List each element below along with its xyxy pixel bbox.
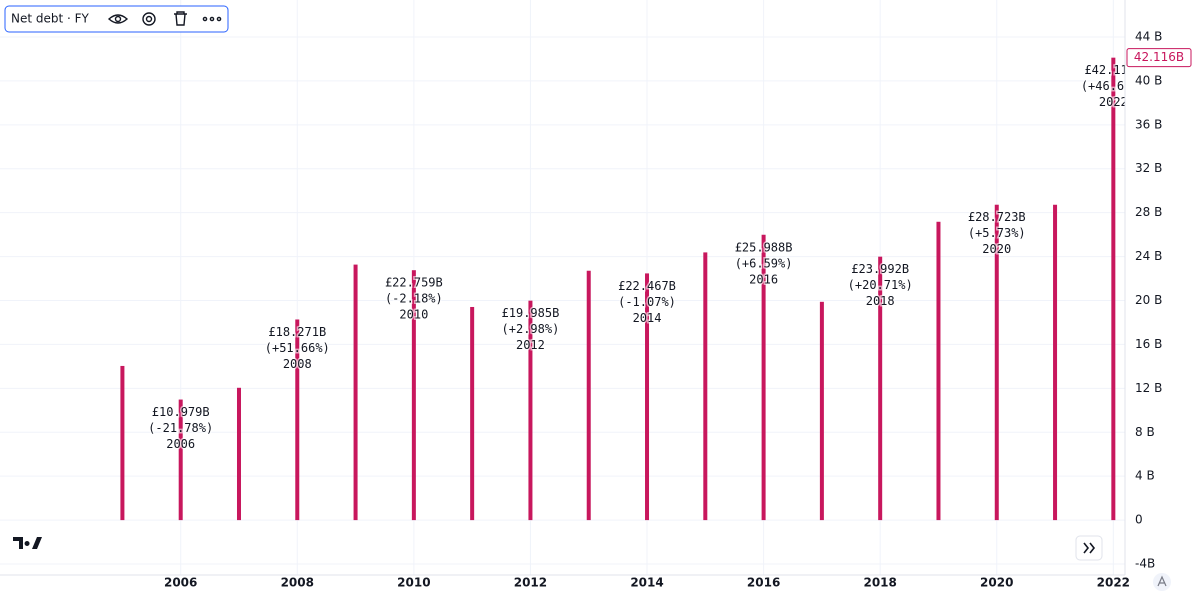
change-label: (-21.78%) — [148, 421, 213, 435]
x-tick-label: 2020 — [980, 576, 1013, 590]
bar — [703, 252, 708, 521]
date-label: 2010 — [399, 308, 428, 322]
y-tick-label: 0 — [1135, 513, 1143, 527]
bar — [586, 270, 591, 521]
y-tick-label: 4 B — [1135, 469, 1155, 483]
bar — [936, 221, 941, 521]
x-tick-label: 2022 — [1097, 576, 1130, 590]
value-label: £25.988B — [735, 240, 793, 254]
y-tick-label: 28 B — [1135, 205, 1162, 219]
bar — [120, 365, 125, 521]
change-label: (+6.59%) — [735, 256, 793, 270]
bar — [878, 256, 883, 521]
y-tick-label: 40 B — [1135, 73, 1162, 87]
auto-scale-button[interactable] — [1153, 573, 1171, 591]
bar — [1053, 204, 1058, 521]
bar — [295, 319, 300, 521]
x-tick-label: 2014 — [630, 576, 663, 590]
change-label: (-1.07%) — [618, 295, 676, 309]
value-label: £22.759B — [385, 276, 443, 290]
change-label: (-2.18%) — [385, 292, 443, 306]
x-tick-label: 2006 — [164, 576, 197, 590]
date-label: 2022 — [1099, 95, 1128, 109]
date-label: 2014 — [633, 311, 662, 325]
date-label: 2006 — [166, 437, 195, 451]
last-value-label: 42.116B — [1134, 50, 1184, 64]
date-label: 2012 — [516, 338, 545, 352]
change-label: (+2.98%) — [502, 322, 560, 336]
bar — [470, 306, 475, 521]
bar — [528, 300, 533, 521]
value-label: £22.467B — [618, 279, 676, 293]
bars — [120, 57, 1116, 521]
legend-box[interactable] — [4, 5, 229, 33]
value-label: £42.116B — [1084, 63, 1142, 77]
y-tick-label: 36 B — [1135, 117, 1162, 131]
legend-icons[interactable] — [107, 11, 222, 26]
y-tick-label: 8 B — [1135, 425, 1155, 439]
bar — [178, 399, 183, 521]
x-tick-label: 2008 — [281, 576, 314, 590]
change-label: (+51.66%) — [265, 341, 330, 355]
annotations: £10.979B (-21.78%) 2006 £18.271B (+51.66%) 20… — [147, 62, 1146, 453]
date-label: 2018 — [866, 294, 895, 308]
auto-scale-icon — [1157, 575, 1167, 587]
date-label: 2020 — [982, 242, 1011, 256]
bar — [236, 387, 241, 521]
x-tick-label: 2012 — [514, 576, 547, 590]
scroll-icon — [1083, 542, 1096, 554]
chart-title: Net debt · FY — [11, 12, 90, 26]
date-label: 2008 — [283, 357, 312, 371]
bar — [761, 234, 766, 521]
bar — [353, 264, 358, 521]
bar — [819, 301, 824, 521]
date-label: 2016 — [749, 272, 778, 286]
value-label: £28.723B — [968, 210, 1026, 224]
change-label: (+20.71%) — [848, 278, 913, 292]
y-tick-label: 24 B — [1135, 249, 1162, 263]
value-label: £23.992B — [851, 262, 909, 276]
last-value-box — [1126, 48, 1192, 68]
value-label: £10.979B — [152, 405, 210, 419]
bar — [645, 273, 650, 521]
y-tick-label: 12 B — [1135, 381, 1162, 395]
y-tick-label: 44 B — [1135, 29, 1162, 43]
x-tick-label: 2016 — [747, 576, 780, 590]
y-tick-label: 16 B — [1135, 337, 1162, 351]
y-tick-label: -4B — [1135, 557, 1155, 571]
change-label: (+5.73%) — [968, 226, 1026, 240]
change-label: (+46.64%) — [1081, 79, 1146, 93]
value-label: £18.271B — [268, 325, 326, 339]
grid — [0, 0, 1125, 575]
bar — [994, 204, 999, 521]
value-label: £19.985B — [502, 306, 560, 320]
y-tick-label: 32 B — [1135, 161, 1162, 175]
y-tick-label: 20 B — [1135, 293, 1162, 307]
bar — [411, 270, 416, 521]
logo[interactable] — [13, 537, 42, 549]
bar — [1111, 57, 1116, 521]
x-tick-label: 2018 — [863, 576, 896, 590]
x-tick-label: 2010 — [397, 576, 430, 590]
